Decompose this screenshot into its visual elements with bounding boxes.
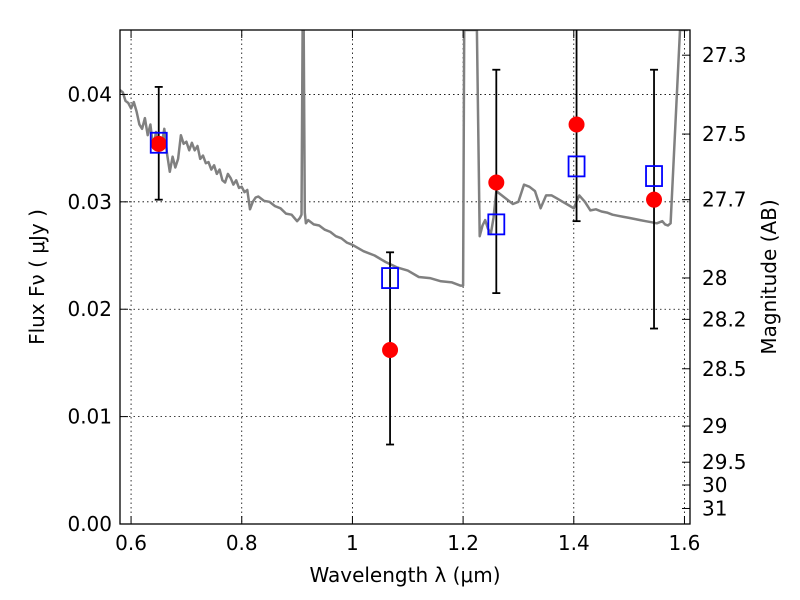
y-axis-title: Flux Fν ( μJy ) [25, 209, 49, 345]
observed-point [382, 342, 399, 359]
x-tick-label: 0.8 [226, 531, 258, 555]
y2-tick-label: 28 [702, 266, 727, 290]
model-photometry-point [487, 213, 506, 236]
y2-tick-label: 30 [702, 473, 727, 497]
model-photometry-point [567, 155, 586, 178]
y2-axis-title: Magnitude (AB) [757, 199, 781, 354]
y-tick-label: 0.03 [67, 190, 112, 214]
observed-point [488, 174, 505, 191]
model-spectrum-layer [120, 30, 688, 287]
y2-tick-label: 27.3 [702, 43, 747, 67]
model-photometry-point [645, 165, 663, 187]
y-tick-label: 0.02 [67, 297, 112, 321]
observed-point [150, 135, 167, 152]
x-tick-labels: 0.6 0.8 1 1.2 1.4 1.6 [115, 531, 700, 555]
observed-point [646, 191, 663, 208]
y2-tick-label: 29 [702, 414, 727, 438]
y2-tick-label: 27.5 [702, 122, 747, 146]
plot-frame [119, 29, 691, 525]
model-photometry-point [149, 131, 168, 154]
x-tick-label: 1.2 [447, 531, 479, 555]
y2-tick-label: 31 [702, 496, 727, 520]
x-tick-label: 1.4 [558, 531, 590, 555]
y-tick-label: 0.04 [67, 82, 112, 106]
x-axis-title: Wavelength λ (μm) [309, 563, 500, 587]
y-tick-labels: 0.00 0.01 0.02 0.03 0.04 [67, 82, 112, 536]
x-tick-label: 0.6 [115, 531, 147, 555]
data-points-layer [149, 116, 663, 359]
y2-tick-label: 28.5 [702, 357, 747, 381]
y2-tick-label: 27.7 [702, 188, 747, 212]
x-tick-label: 1.6 [669, 531, 701, 555]
axis-ticks [120, 30, 690, 525]
y-tick-label: 0.00 [67, 512, 112, 536]
error-bars-layer [154, 30, 659, 446]
y2-tick-label: 28.2 [702, 307, 747, 331]
grid-lines [120, 30, 690, 525]
model-spectrum-line [120, 30, 688, 287]
observed-point [568, 116, 585, 133]
y2-tick-label: 29.5 [702, 450, 747, 474]
x-tick-label: 1 [346, 531, 359, 555]
model-photometry-point [381, 267, 399, 289]
y-tick-label: 0.01 [67, 405, 112, 429]
